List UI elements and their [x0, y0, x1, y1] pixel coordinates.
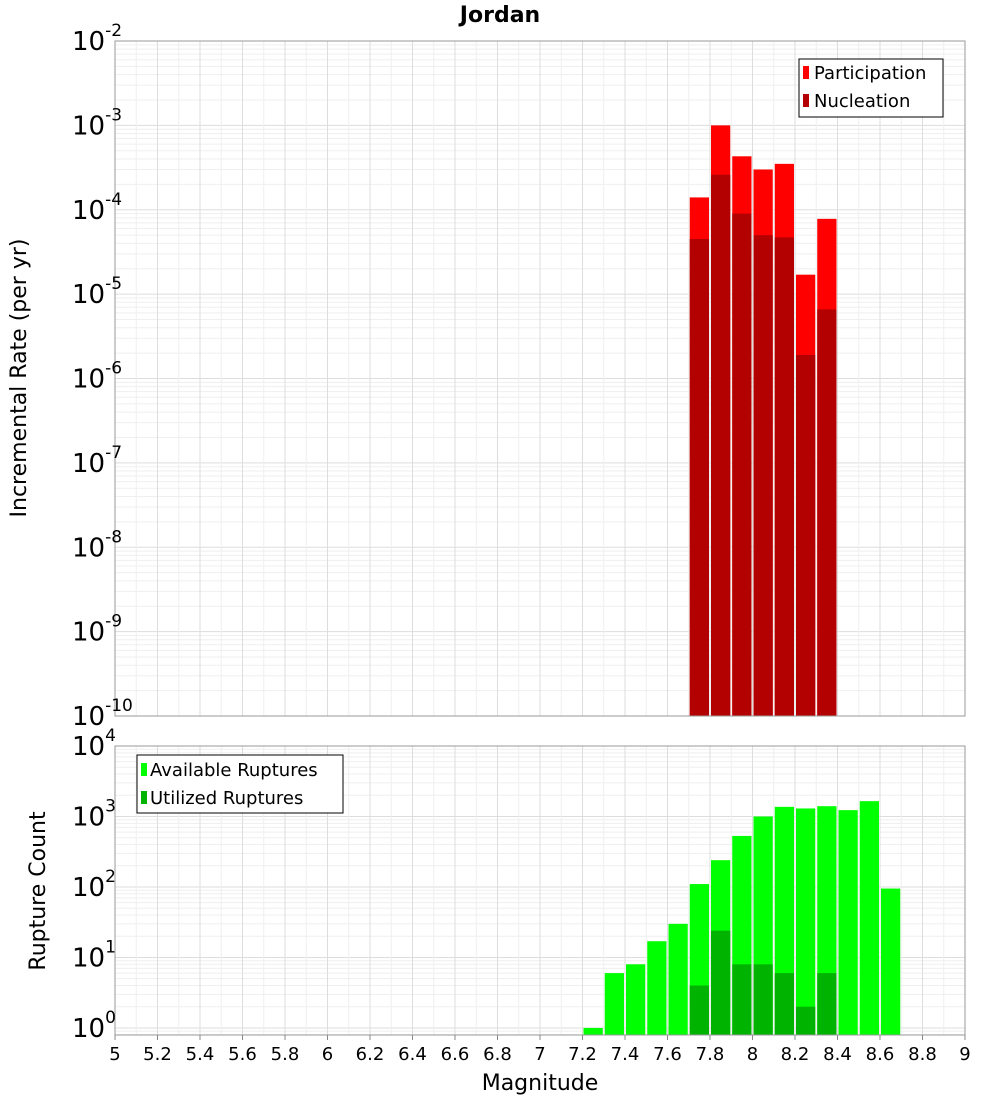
x-tick-label: 7	[534, 1044, 545, 1065]
y-tick-label: 10-3	[72, 105, 122, 141]
bottom-y-axis-label: Rupture Count	[26, 811, 51, 971]
bar-available-ruptures-7.65	[668, 923, 688, 1035]
legend-label-nucleation: Nucleation	[814, 91, 910, 112]
bottom-y-ticks: 104 103 102 101 100	[72, 726, 116, 1044]
bar-nucleation-7.85	[711, 174, 731, 716]
x-tick-label: 5.6	[228, 1044, 257, 1065]
bar-available-ruptures-7.45	[626, 964, 646, 1035]
top-y-ticks: 10-2 10-3 10-4 10-5 10-6 10-7 10-8 10-9 10-10	[72, 21, 133, 732]
bar-utilized-ruptures-8.35	[817, 973, 837, 1035]
y-tick-label: 10-4	[72, 190, 122, 226]
bottom-x-ticks: 5 5.2 5.4 5.6 5.8 6 6.2 6.4 6.6 6.8 7 7.2 7.4 7.6 7.8 8…	[109, 1035, 971, 1065]
x-tick-label: 8	[747, 1044, 758, 1065]
y-tick-label: 10-2	[72, 21, 122, 57]
y-tick-label: 10-10	[72, 696, 133, 732]
x-tick-label: 6	[322, 1044, 333, 1065]
legend-label-participation: Participation	[814, 63, 926, 84]
legend-swatch-utilized-ruptures	[141, 791, 147, 804]
bar-utilized-ruptures-7.75	[689, 985, 709, 1035]
bar-utilized-ruptures-8.25	[796, 1006, 816, 1035]
bar-utilized-ruptures-7.85	[711, 930, 731, 1035]
legend-label-available-ruptures: Available Ruptures	[150, 760, 318, 781]
bar-available-ruptures-8.55	[859, 801, 879, 1035]
legend-swatch-participation	[803, 66, 809, 79]
x-tick-label: 7.6	[653, 1044, 682, 1065]
bar-available-ruptures-8.45	[838, 810, 858, 1035]
x-tick-label: 6.2	[356, 1044, 385, 1065]
x-tick-label: 6.6	[441, 1044, 470, 1065]
bar-nucleation-8.05	[753, 235, 773, 716]
top-plot-frame	[114, 40, 966, 717]
x-axis-label: Magnitude	[482, 1071, 599, 1096]
bar-available-ruptures-8.25	[796, 808, 816, 1035]
y-tick-label: 101	[72, 937, 116, 973]
top-legend-box	[798, 58, 944, 118]
x-tick-label: 5	[109, 1044, 120, 1065]
x-tick-label: 6.8	[483, 1044, 512, 1065]
x-tick-label: 8.4	[823, 1044, 852, 1065]
top-grid	[114, 41, 966, 717]
x-tick-label: 8.6	[866, 1044, 895, 1065]
x-tick-label: 9	[959, 1044, 970, 1065]
bottom-legend-box	[136, 754, 344, 814]
bottom-bars	[583, 801, 901, 1035]
y-tick-label: 104	[72, 726, 116, 762]
x-tick-label: 7.2	[568, 1044, 597, 1065]
bar-utilized-ruptures-8.15	[774, 973, 794, 1035]
bar-utilized-ruptures-8.05	[753, 964, 773, 1035]
bar-nucleation-8.25	[796, 354, 816, 716]
bar-nucleation-8.15	[774, 237, 794, 716]
y-tick-label: 103	[72, 796, 116, 832]
x-tick-label: 6.4	[398, 1044, 427, 1065]
top-bars	[689, 125, 837, 717]
top-y-axis-label: Incremental Rate (per yr)	[7, 239, 32, 518]
bottom-legend: Available Ruptures Utilized Ruptures	[136, 754, 344, 814]
bar-available-ruptures-7.55	[647, 941, 667, 1035]
y-tick-label: 10-5	[72, 274, 122, 310]
bar-available-ruptures-8.65	[881, 888, 901, 1035]
y-tick-label: 10-6	[72, 359, 122, 395]
chart-title: Jordan	[458, 3, 540, 28]
legend-label-utilized-ruptures: Utilized Ruptures	[150, 788, 303, 809]
top-legend: Participation Nucleation	[798, 58, 944, 118]
x-tick-label: 8.8	[908, 1044, 937, 1065]
x-tick-label: 7.8	[696, 1044, 725, 1065]
y-tick-label: 10-7	[72, 443, 122, 479]
bar-available-ruptures-7.25	[583, 1027, 603, 1035]
legend-swatch-nucleation	[803, 94, 809, 107]
x-tick-label: 8.2	[781, 1044, 810, 1065]
x-tick-label: 5.8	[271, 1044, 300, 1065]
y-tick-label: 100	[72, 1008, 116, 1044]
x-tick-label: 7.4	[611, 1044, 640, 1065]
y-tick-label: 102	[72, 867, 116, 903]
y-tick-label: 10-9	[72, 612, 122, 648]
bar-utilized-ruptures-7.95	[732, 964, 752, 1035]
x-tick-label: 5.4	[186, 1044, 215, 1065]
legend-swatch-available-ruptures	[141, 763, 147, 776]
bar-nucleation-8.35	[817, 309, 837, 716]
bar-available-ruptures-7.35	[604, 973, 624, 1035]
bar-nucleation-7.75	[689, 239, 709, 716]
y-tick-label: 10-8	[72, 527, 122, 563]
bar-nucleation-7.95	[732, 213, 752, 717]
x-tick-label: 5.2	[143, 1044, 172, 1065]
